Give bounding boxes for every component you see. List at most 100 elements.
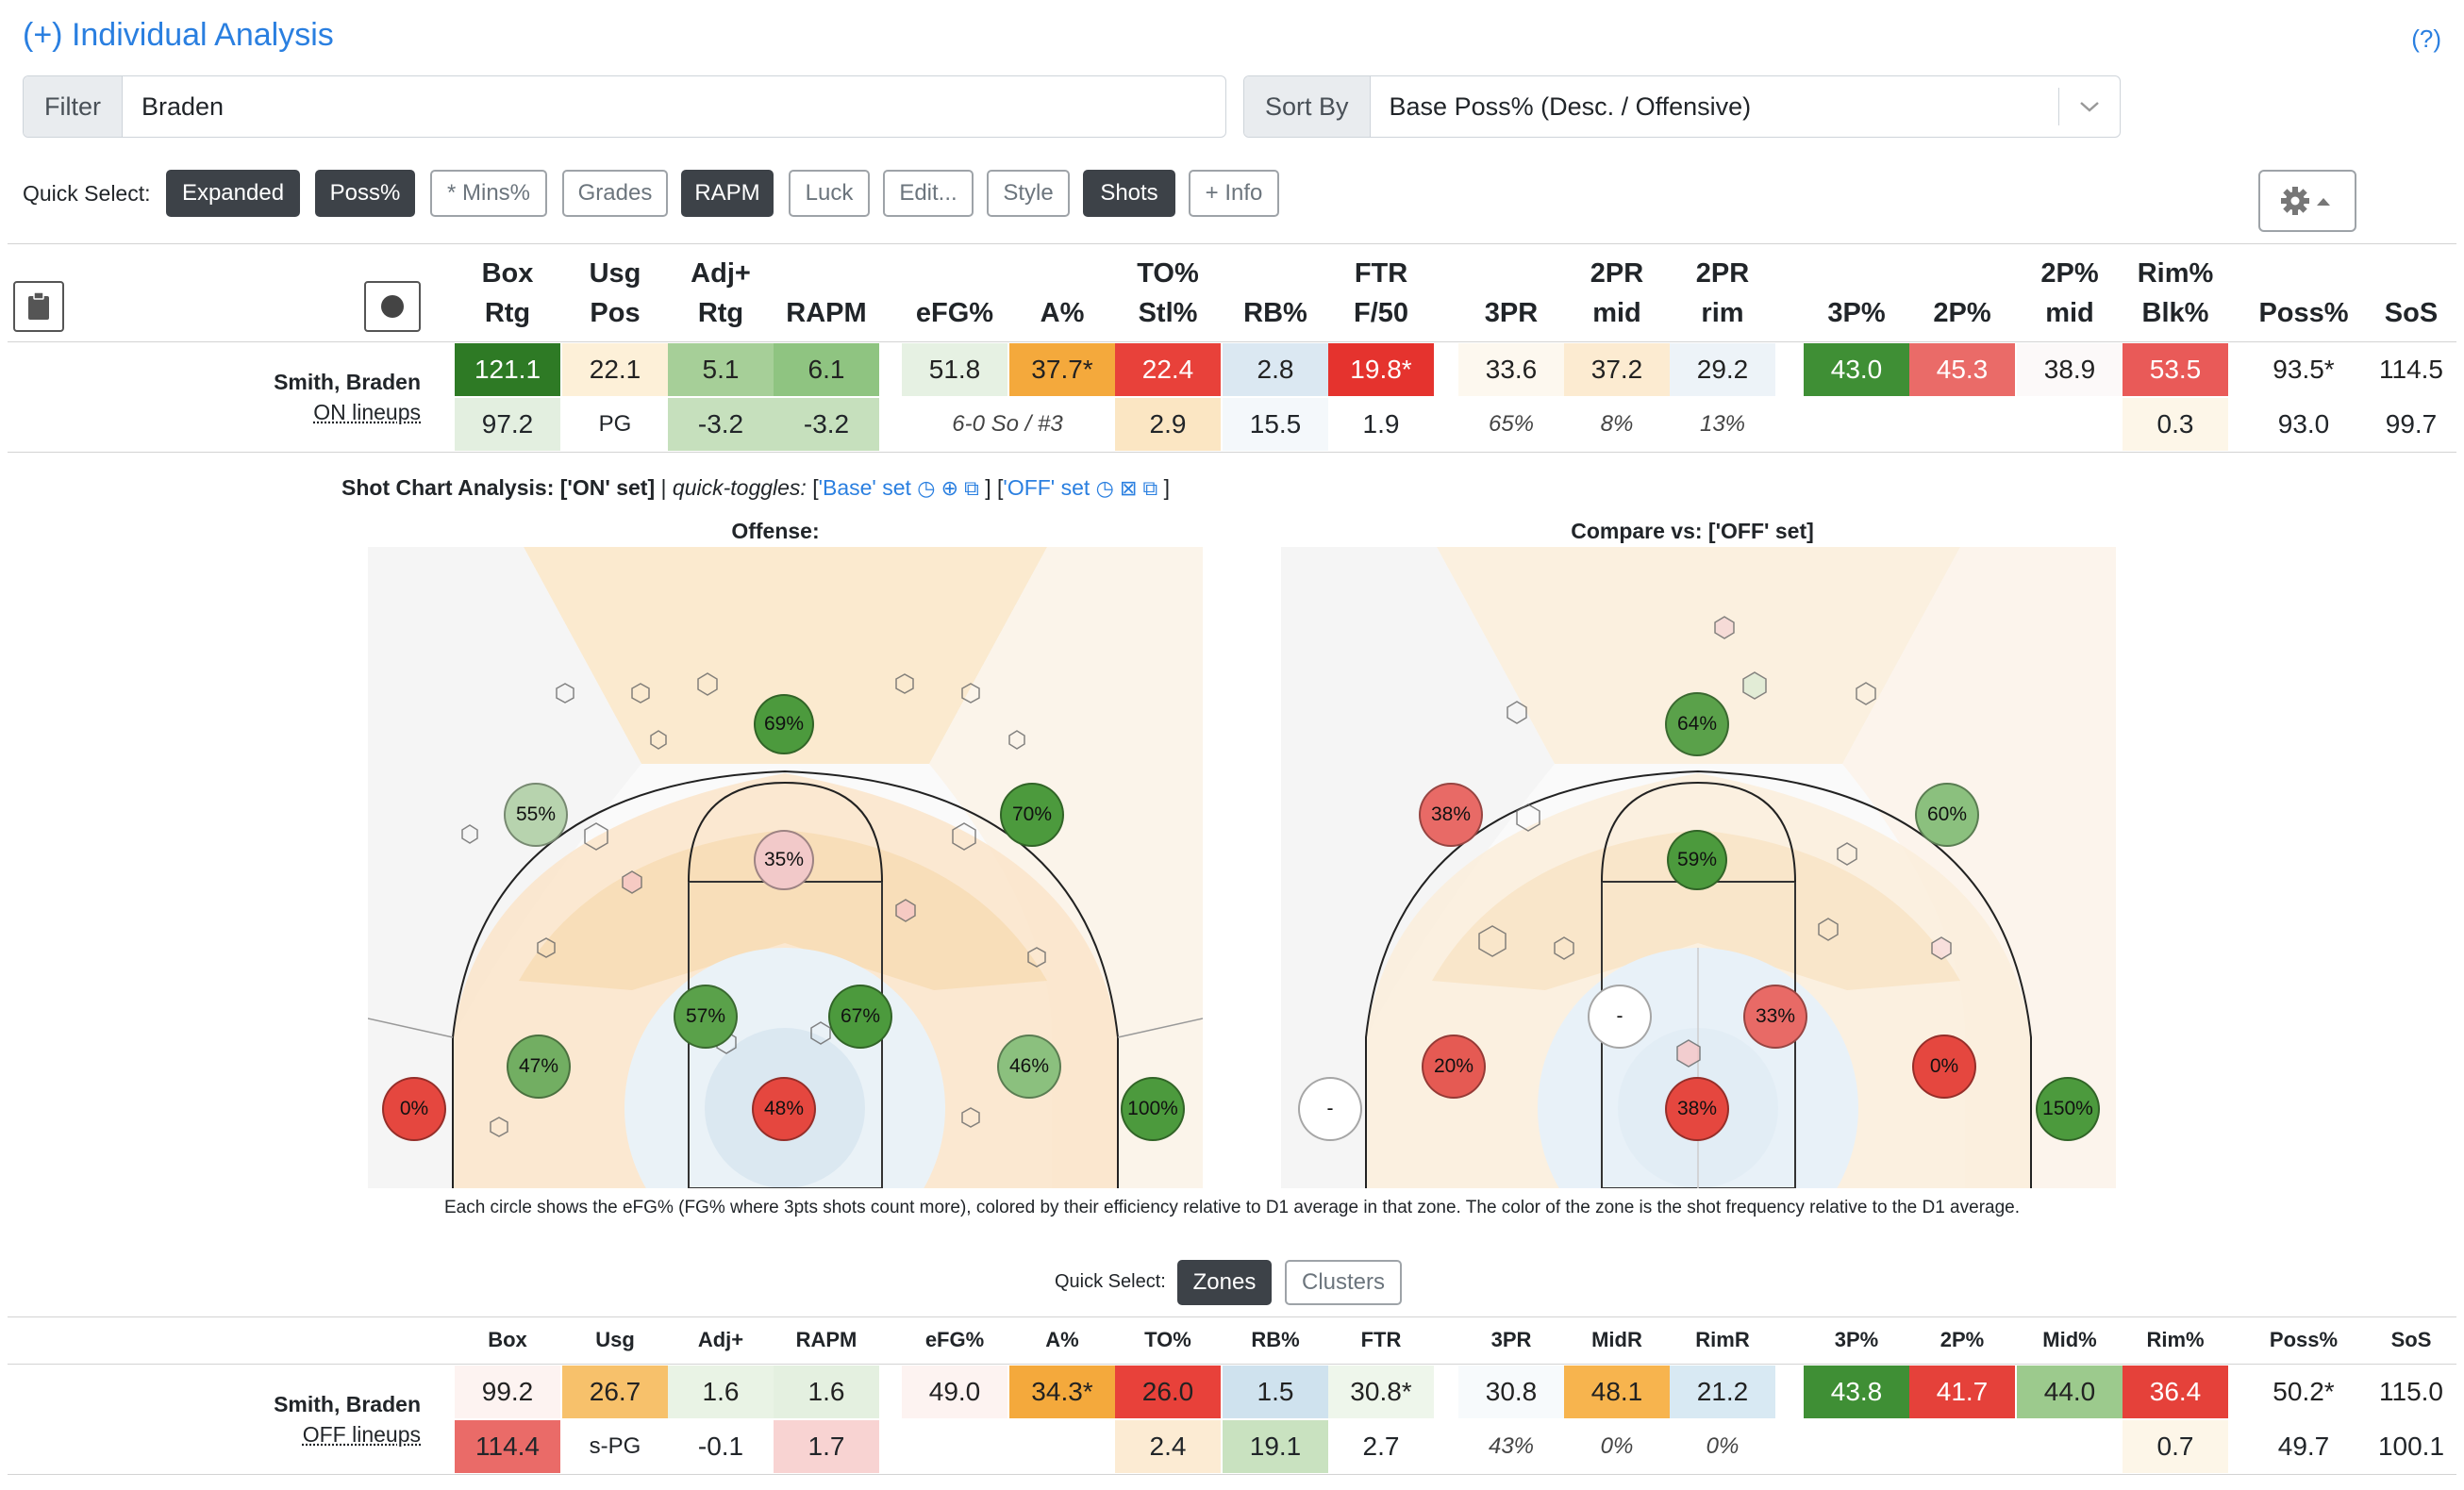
col-header-l1: Adj+: [691, 258, 751, 289]
stat-cell: 1.6: [774, 1366, 879, 1418]
stat-cell: 121.1: [455, 343, 560, 396]
stat-cell: [1009, 1420, 1115, 1473]
stat-cell: 99.2: [455, 1366, 560, 1418]
stat-cell: 29.2: [1670, 343, 1775, 396]
settings-button[interactable]: [2258, 170, 2356, 232]
stat-cell: 36.4: [2123, 1366, 2228, 1418]
mins-button[interactable]: * Mins%: [430, 170, 547, 217]
base-set-link[interactable]: 'Base' set: [818, 475, 911, 500]
col-header: Usg: [595, 1328, 635, 1351]
zone-circle: 59%: [1667, 830, 1727, 890]
compare-title: Compare vs: ['OFF' set]: [1571, 519, 1814, 543]
col-header: Rim%: [2146, 1328, 2205, 1351]
filter-input[interactable]: Braden: [142, 91, 225, 121]
stat-cell: 22.1: [562, 343, 668, 396]
col-header: TO%: [1144, 1328, 1191, 1351]
stat-cell: 0%: [1670, 1420, 1775, 1473]
off-set-link[interactable]: 'OFF' set: [1003, 475, 1090, 500]
col-header-l2: Rtg: [484, 298, 531, 328]
stat-cell: 6-0 So / #3: [902, 398, 1113, 451]
stat-cell: 38.9: [2017, 343, 2123, 396]
zone-circle: 67%: [828, 985, 892, 1049]
stat-cell: 65%: [1458, 398, 1564, 451]
col-header: Box: [488, 1328, 527, 1351]
chevron-down-icon[interactable]: [2058, 88, 2120, 125]
stat-cell: 43.0: [1804, 343, 1909, 396]
stat-cell: 49.0: [902, 1366, 1007, 1418]
stat-cell: 6.1: [774, 343, 879, 396]
grades-button[interactable]: Grades: [562, 170, 668, 217]
col-header-l2: rim: [1701, 298, 1744, 328]
filter-label: Filter: [24, 76, 123, 137]
stat-cell: 1.9: [1328, 398, 1434, 451]
stat-cell: 51.8: [902, 343, 1007, 396]
clusters-button[interactable]: Clusters: [1285, 1260, 1402, 1305]
on-lineups-link[interactable]: ON lineups: [313, 400, 421, 424]
stat-cell: 21.2: [1670, 1366, 1775, 1418]
stat-cell: 0.7: [2123, 1420, 2228, 1473]
col-header-l2: RB%: [1243, 298, 1307, 328]
shots-button[interactable]: Shots: [1083, 170, 1175, 217]
help-link[interactable]: (?): [2411, 25, 2441, 53]
stat-cell: 1.7: [774, 1420, 879, 1473]
info-button[interactable]: + Info: [1189, 170, 1279, 217]
luck-button[interactable]: Luck: [789, 170, 870, 217]
zone-circle: 100%: [1121, 1077, 1185, 1141]
quick-toggles-label: quick-toggles:: [672, 475, 807, 500]
expanded-button[interactable]: Expanded: [166, 170, 300, 217]
zone-circle: 57%: [674, 985, 738, 1049]
base-set-icons[interactable]: ◷ ⊕ ⧉: [917, 476, 979, 500]
stat-cell: [1909, 398, 2015, 451]
style-button[interactable]: Style: [987, 170, 1070, 217]
stat-cell: 13%: [1670, 398, 1775, 451]
stat-cell: [1804, 398, 1909, 451]
stat-cell: 97.2: [455, 398, 560, 451]
col-header-l2: Pos: [590, 298, 641, 328]
col-header: MidR: [1591, 1328, 1642, 1351]
poss-button[interactable]: Poss%: [315, 170, 415, 217]
stat-cell: 93.5*: [2251, 343, 2356, 396]
stat-cell: 22.4: [1115, 343, 1221, 396]
col-header-l1: Box: [481, 258, 534, 289]
clipboard-icon: [28, 291, 49, 320]
sort-select[interactable]: Base Poss% (Desc. / Offensive): [1389, 91, 1752, 121]
stat-cell: 0.3: [2123, 398, 2228, 451]
stat-cell: 30.8: [1458, 1366, 1564, 1418]
record-button[interactable]: [364, 281, 421, 332]
edit-button[interactable]: Edit...: [883, 170, 974, 217]
stat-cell: 5.1: [668, 343, 774, 396]
stat-cell: 53.5: [2123, 343, 2228, 396]
col-header: Adj+: [697, 1328, 744, 1351]
stat-cell: 26.0: [1115, 1366, 1221, 1418]
stat-cell: -3.2: [774, 398, 879, 451]
shot-chart-caption: Each circle shows the eFG% (FG% where 3p…: [443, 1198, 2021, 1217]
col-header: Mid%: [2042, 1328, 2097, 1351]
shot-chart-heading-row: Shot Chart Analysis: ['ON' set] | quick-…: [341, 475, 1171, 500]
sort-label: Sort By: [1244, 76, 1371, 137]
col-header: FTR: [1360, 1328, 1402, 1351]
quick-select2-label: Quick Select:: [1055, 1271, 1166, 1292]
stat-cell: 1.6: [668, 1366, 774, 1418]
zone-circle: 0%: [1912, 1035, 1976, 1099]
clipboard-button[interactable]: [13, 281, 64, 332]
rapm-button[interactable]: RAPM: [681, 170, 774, 217]
zone-circle: 38%: [1419, 783, 1483, 847]
off-lineups-link[interactable]: OFF lineups: [302, 1422, 421, 1447]
zones-button[interactable]: Zones: [1177, 1260, 1272, 1305]
stat-cell: [2017, 398, 2123, 451]
stat-cell: -3.2: [668, 398, 774, 451]
zone-circle: 20%: [1422, 1035, 1486, 1099]
off-set-icons[interactable]: ◷ ⊠ ⧉: [1095, 476, 1158, 500]
stat-cell: 37.7*: [1009, 343, 1115, 396]
page-title[interactable]: (+) Individual Analysis: [23, 17, 334, 53]
stat-cell: 0%: [1564, 1420, 1670, 1473]
col-header: 3PR: [1490, 1328, 1532, 1351]
col-header-l2: mid: [2045, 298, 2094, 328]
stat-cell: 43.8: [1804, 1366, 1909, 1418]
zone-circle: -: [1298, 1077, 1362, 1141]
stat-cell: 2.8: [1223, 343, 1328, 396]
col-header-l2: RAPM: [786, 298, 867, 328]
zone-circle: 33%: [1743, 985, 1807, 1049]
col-header-l2: Poss%: [2258, 298, 2349, 328]
stat-cell: 2.7: [1328, 1420, 1434, 1473]
